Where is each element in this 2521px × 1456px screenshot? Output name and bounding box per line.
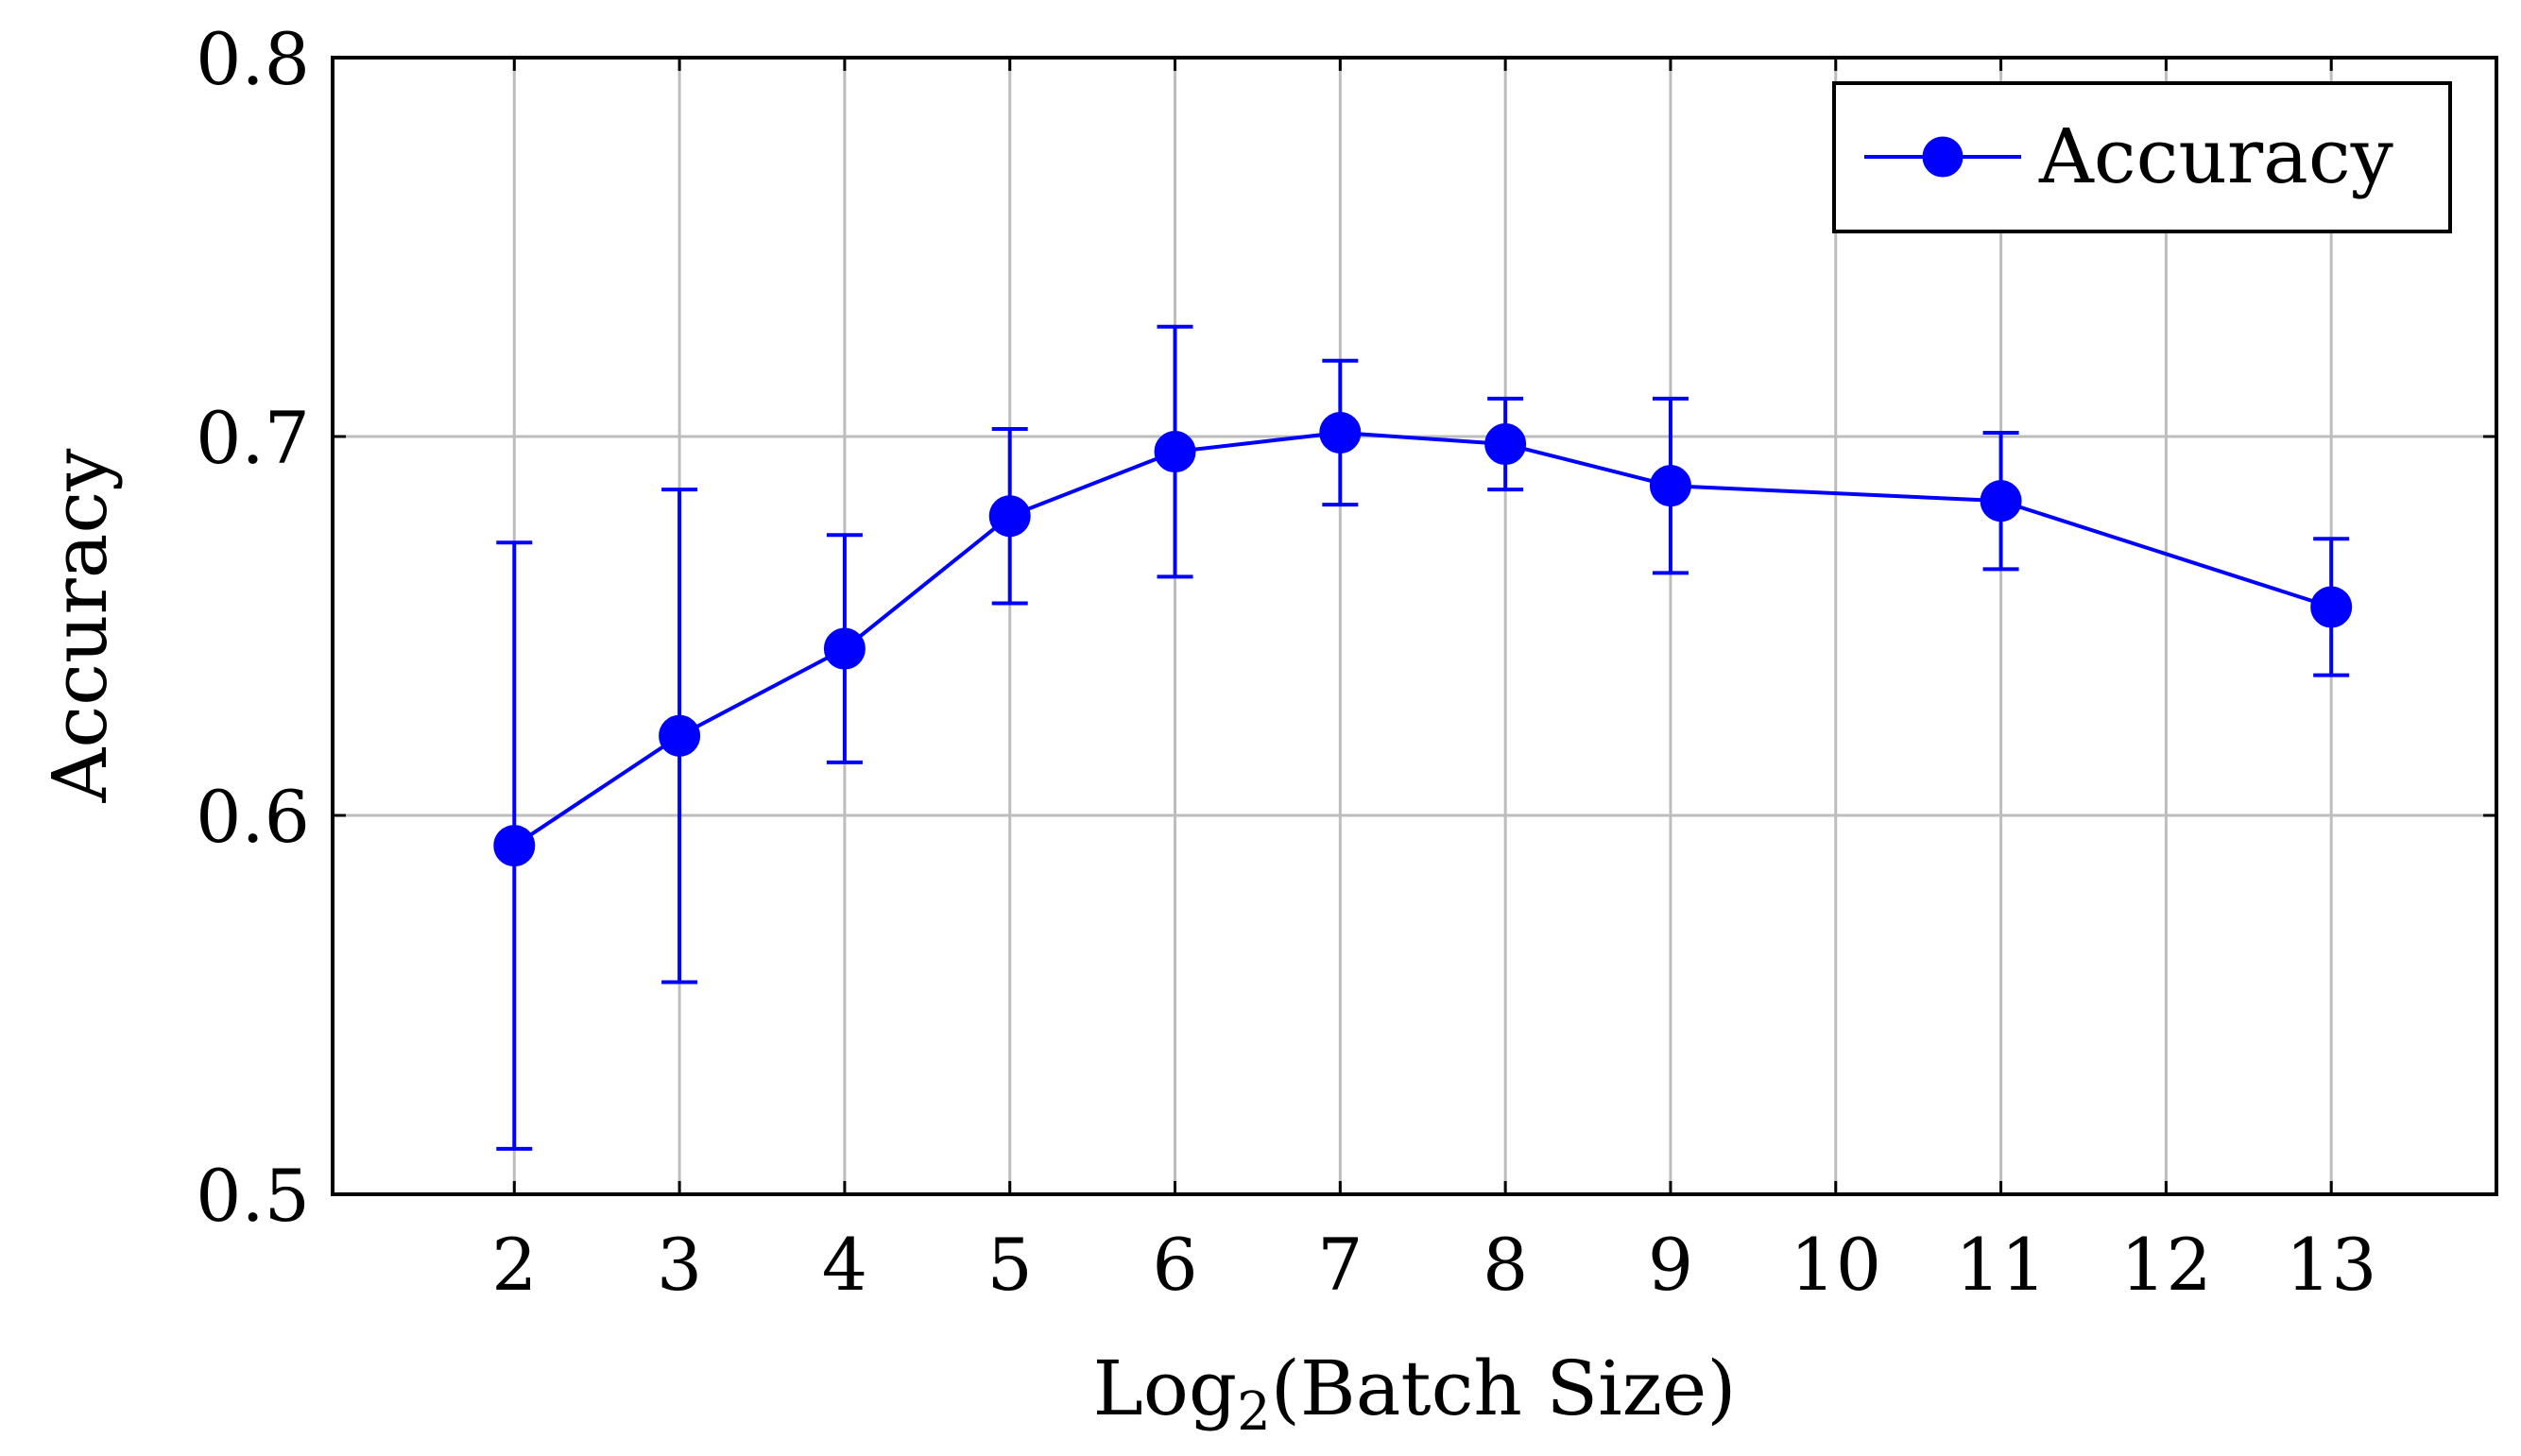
data-point: [1319, 411, 1362, 454]
y-tick-label: 0.5: [196, 1154, 310, 1238]
plot-frame: [331, 56, 2498, 1196]
x-axis-title-subscript: 2: [1237, 1381, 1271, 1443]
x-tick-label: 12: [2120, 1223, 2212, 1307]
axis-ticks: 2 3 4 5 6 7 8 9 10 11 12 13 0.5 0.6 0.7 0.8: [196, 17, 2496, 1307]
data-point: [1484, 423, 1527, 466]
x-axis-title-main: Log: [1093, 1345, 1238, 1432]
y-tick-label: 0.8: [196, 17, 310, 101]
x-tick-label: 7: [1317, 1223, 1363, 1307]
legend-label-accuracy: Accuracy: [2038, 112, 2393, 200]
data-point: [1154, 431, 1196, 473]
x-tick-label: 4: [822, 1223, 867, 1307]
x-tick-label: 13: [2286, 1223, 2377, 1307]
x-tick-label: 6: [1152, 1223, 1197, 1307]
data-point: [823, 627, 866, 670]
data-point: [1980, 480, 2022, 522]
series-accuracy: [493, 324, 2353, 1151]
x-tick-label: 11: [1955, 1223, 2047, 1307]
y-tick-label: 0.7: [196, 396, 310, 480]
data-point: [988, 495, 1031, 538]
legend-dot-marker: [1922, 136, 1964, 178]
x-axis-title-rest: (Batch Size): [1271, 1345, 1737, 1432]
data-point: [493, 825, 536, 867]
x-tick-label: 2: [491, 1223, 537, 1307]
data-point: [1649, 465, 1691, 507]
y-axis-title: Accuracy: [36, 449, 124, 804]
x-tick-label: 9: [1648, 1223, 1693, 1307]
data-point: [659, 714, 701, 757]
x-tick-label: 5: [987, 1223, 1033, 1307]
y-tick-label: 0.6: [196, 775, 310, 859]
x-axis-title: Log2(Batch Size): [1093, 1345, 1737, 1443]
x-tick-label: 10: [1790, 1223, 1881, 1307]
data-point: [2310, 586, 2353, 628]
series-line: [513, 430, 2332, 848]
x-tick-label: 3: [657, 1223, 702, 1307]
legend: Accuracy: [1832, 81, 2452, 233]
x-tick-label: 8: [1483, 1223, 1528, 1307]
